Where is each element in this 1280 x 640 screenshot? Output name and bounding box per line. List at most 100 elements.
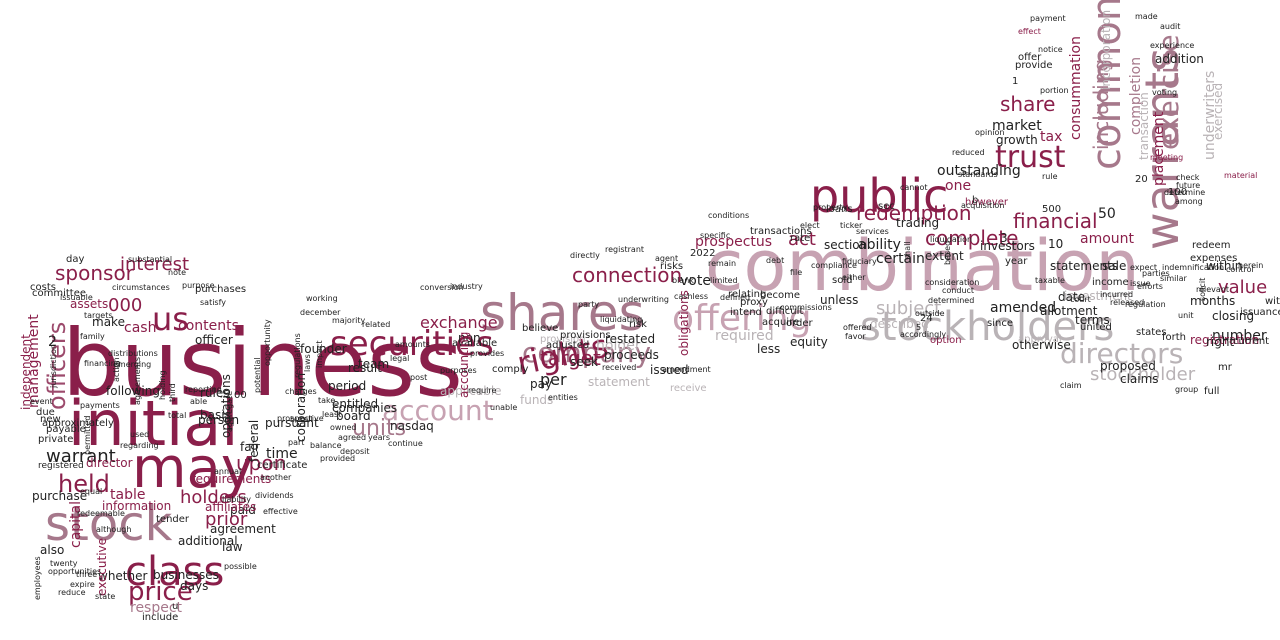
- cloud-word: united: [1080, 322, 1112, 333]
- cloud-word: directly: [570, 251, 600, 260]
- cloud-word: 2: [48, 334, 57, 350]
- cloud-word: period: [328, 379, 366, 393]
- cloud-word: claim: [1060, 381, 1082, 390]
- cloud-word: material: [1224, 171, 1257, 180]
- cloud-word: reporting: [185, 385, 222, 394]
- cloud-word: law: [222, 540, 243, 554]
- cloud-word: accounting: [457, 332, 471, 398]
- cloud-word: certificate: [257, 460, 307, 471]
- cloud-word: relating: [728, 289, 766, 300]
- cloud-word: contents: [178, 318, 239, 334]
- cloud-word: income: [1092, 277, 1129, 288]
- cloud-word: purposes: [440, 366, 477, 375]
- cloud-word: defined: [720, 293, 750, 302]
- cloud-word: opportunity: [263, 319, 272, 366]
- cloud-word: one: [945, 178, 971, 194]
- cloud-word: class: [125, 549, 224, 595]
- cloud-word: agreed: [338, 433, 366, 442]
- cloud-word: intend: [730, 307, 762, 318]
- cloud-word: receive: [670, 383, 707, 394]
- cloud-word: value: [1218, 277, 1267, 298]
- cloud-word: days: [180, 579, 208, 593]
- cloud-word: affiliates: [205, 500, 256, 514]
- cloud-word: expire: [70, 580, 95, 589]
- cloud-word: addition: [1155, 52, 1204, 66]
- cloud-word: company: [522, 336, 651, 369]
- cloud-word: current: [1233, 336, 1269, 347]
- cloud-word: holders: [180, 487, 247, 508]
- cloud-word: equal: [80, 487, 102, 496]
- cloud-word: combination: [705, 225, 1140, 307]
- cloud-word: outside: [915, 309, 945, 318]
- cloud-word: stock: [45, 496, 173, 552]
- cloud-word: elect: [800, 221, 820, 230]
- cloud-word: future: [1176, 181, 1200, 190]
- cloud-word: aggregate: [225, 391, 234, 432]
- cloud-word: 24: [920, 313, 933, 324]
- cloud-word: vote: [680, 273, 711, 289]
- cloud-word: cash: [124, 320, 156, 336]
- cloud-word: legal: [390, 354, 409, 363]
- cloud-word: provides: [470, 349, 504, 358]
- cloud-word: ticker: [840, 221, 863, 230]
- cloud-word: conditions: [708, 211, 749, 220]
- cloud-word: directors: [1060, 337, 1183, 370]
- cloud-word: funds: [520, 393, 553, 407]
- cloud-word: stockholders: [860, 304, 1114, 350]
- cloud-word: payment: [1030, 14, 1066, 23]
- cloud-word: interest: [120, 254, 189, 275]
- cloud-word: purchases: [195, 284, 246, 295]
- cloud-word: satisfy: [200, 298, 226, 307]
- cloud-word: committee: [32, 288, 86, 299]
- cloud-word: independent: [19, 334, 33, 410]
- cloud-word: conduct: [942, 286, 974, 295]
- cloud-word: table: [110, 487, 145, 503]
- cloud-word: financial: [1013, 209, 1098, 233]
- cloud-word: required: [715, 328, 774, 344]
- cloud-word: seek: [570, 355, 598, 369]
- cloud-word: investors: [980, 239, 1035, 253]
- cloud-word: comply: [492, 364, 528, 375]
- cloud-word: potential: [253, 357, 262, 393]
- cloud-word: growth: [996, 133, 1038, 147]
- cloud-word: common: [1084, 0, 1130, 170]
- cloud-word: outstanding: [937, 163, 1021, 179]
- cloud-word: statement: [588, 375, 650, 389]
- cloud-word: right: [1206, 335, 1234, 349]
- cloud-word: dividends: [255, 491, 294, 500]
- cloud-word: burell: [290, 415, 313, 424]
- cloud-word: solicit: [1198, 278, 1207, 301]
- cloud-word: control: [1226, 265, 1254, 274]
- cloud-word: issuance: [1240, 307, 1280, 318]
- cloud-word: costs: [30, 282, 56, 293]
- cloud-word: extent: [925, 249, 964, 263]
- cloud-word: stockholder: [1090, 364, 1196, 385]
- cloud-word: terms: [1075, 313, 1110, 327]
- cloud-word: commissions: [780, 303, 832, 312]
- cloud-word: regulations: [293, 333, 302, 378]
- cloud-word: within: [1206, 259, 1242, 273]
- cloud-word: person: [198, 413, 239, 427]
- cloud-word: issuable: [60, 293, 93, 302]
- cloud-word: additional: [178, 534, 238, 548]
- cloud-word: deposit: [340, 447, 370, 456]
- cloud-word: based: [943, 241, 952, 265]
- cloud-word: warrants: [1135, 48, 1189, 250]
- cloud-word: released: [1110, 298, 1144, 307]
- cloud-word: claims: [1120, 372, 1159, 386]
- cloud-word: cannot: [900, 183, 927, 192]
- cloud-word: party: [578, 300, 599, 309]
- cloud-word: risk: [629, 319, 647, 330]
- cloud-word: provided: [320, 454, 355, 463]
- cloud-word: applicable: [440, 384, 502, 398]
- cloud-word: requirements: [191, 472, 271, 486]
- cloud-word: 1: [1012, 76, 1018, 87]
- cloud-word: nasdaq: [390, 419, 434, 433]
- cloud-word: three: [76, 570, 97, 579]
- cloud-word: us: [152, 300, 189, 338]
- cloud-word: corporation: [294, 373, 308, 442]
- cloud-word: new: [40, 414, 61, 425]
- cloud-word: holder: [596, 338, 641, 354]
- cloud-word: received: [602, 363, 636, 372]
- cloud-word: connection: [572, 263, 682, 287]
